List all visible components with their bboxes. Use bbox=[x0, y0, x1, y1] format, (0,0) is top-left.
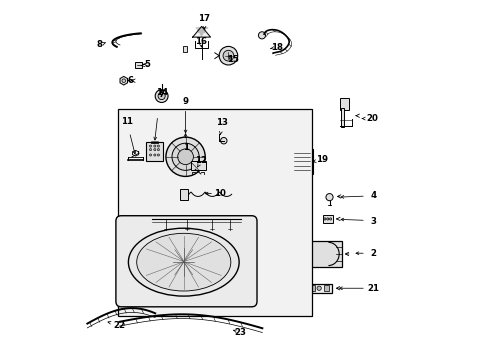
Polygon shape bbox=[120, 76, 127, 85]
Text: 7: 7 bbox=[158, 90, 164, 99]
FancyBboxPatch shape bbox=[279, 241, 341, 267]
Circle shape bbox=[220, 138, 226, 144]
Text: 9: 9 bbox=[182, 97, 188, 106]
Circle shape bbox=[219, 46, 237, 65]
Text: 10: 10 bbox=[214, 189, 225, 198]
Circle shape bbox=[149, 154, 151, 156]
Text: 1: 1 bbox=[182, 143, 188, 152]
Circle shape bbox=[153, 149, 156, 151]
FancyBboxPatch shape bbox=[291, 149, 313, 174]
FancyBboxPatch shape bbox=[287, 161, 292, 167]
FancyBboxPatch shape bbox=[323, 285, 328, 291]
Text: 18: 18 bbox=[270, 43, 282, 52]
FancyBboxPatch shape bbox=[288, 285, 294, 291]
Circle shape bbox=[158, 93, 165, 100]
Circle shape bbox=[223, 50, 233, 61]
FancyBboxPatch shape bbox=[340, 108, 344, 127]
Circle shape bbox=[157, 145, 159, 147]
Ellipse shape bbox=[128, 228, 239, 296]
Text: 8: 8 bbox=[97, 40, 102, 49]
Text: 14: 14 bbox=[155, 88, 167, 97]
Text: 2: 2 bbox=[370, 249, 376, 258]
Text: 20: 20 bbox=[366, 114, 378, 123]
FancyBboxPatch shape bbox=[322, 215, 333, 222]
FancyBboxPatch shape bbox=[303, 248, 310, 262]
FancyBboxPatch shape bbox=[183, 46, 186, 52]
Text: 13: 13 bbox=[216, 118, 228, 127]
FancyBboxPatch shape bbox=[302, 285, 307, 291]
Circle shape bbox=[157, 149, 159, 151]
Circle shape bbox=[325, 194, 332, 201]
FancyBboxPatch shape bbox=[285, 248, 292, 262]
Text: 19: 19 bbox=[316, 155, 328, 164]
Text: 17: 17 bbox=[198, 14, 210, 23]
Bar bbox=[118, 109, 312, 316]
Text: 3: 3 bbox=[370, 217, 376, 226]
Text: 23: 23 bbox=[234, 328, 246, 337]
Circle shape bbox=[295, 286, 299, 291]
Text: 12: 12 bbox=[195, 156, 206, 165]
Circle shape bbox=[326, 218, 328, 220]
Text: 22: 22 bbox=[113, 320, 125, 329]
Text: 11: 11 bbox=[121, 117, 132, 126]
Ellipse shape bbox=[137, 233, 230, 291]
Circle shape bbox=[149, 149, 151, 151]
FancyBboxPatch shape bbox=[190, 161, 205, 170]
Circle shape bbox=[157, 154, 159, 156]
Text: 21: 21 bbox=[367, 284, 379, 293]
FancyBboxPatch shape bbox=[309, 285, 314, 291]
Text: 16: 16 bbox=[195, 37, 206, 46]
FancyBboxPatch shape bbox=[285, 284, 332, 293]
FancyBboxPatch shape bbox=[145, 143, 163, 161]
Circle shape bbox=[153, 145, 156, 147]
Circle shape bbox=[258, 32, 265, 39]
Circle shape bbox=[155, 90, 168, 103]
FancyBboxPatch shape bbox=[116, 216, 257, 307]
Text: 5: 5 bbox=[144, 60, 150, 69]
Circle shape bbox=[316, 286, 321, 291]
Text: 6: 6 bbox=[127, 76, 133, 85]
Circle shape bbox=[177, 149, 193, 165]
FancyBboxPatch shape bbox=[339, 98, 348, 110]
FancyBboxPatch shape bbox=[135, 62, 142, 68]
Circle shape bbox=[153, 154, 156, 156]
Circle shape bbox=[165, 137, 205, 176]
Circle shape bbox=[122, 79, 125, 82]
Text: 15: 15 bbox=[226, 55, 239, 64]
Circle shape bbox=[149, 145, 151, 147]
Circle shape bbox=[172, 143, 199, 170]
Text: 4: 4 bbox=[370, 190, 376, 199]
Circle shape bbox=[323, 218, 325, 220]
Polygon shape bbox=[192, 26, 210, 37]
FancyBboxPatch shape bbox=[180, 189, 188, 200]
Circle shape bbox=[329, 218, 331, 220]
FancyBboxPatch shape bbox=[294, 248, 302, 262]
